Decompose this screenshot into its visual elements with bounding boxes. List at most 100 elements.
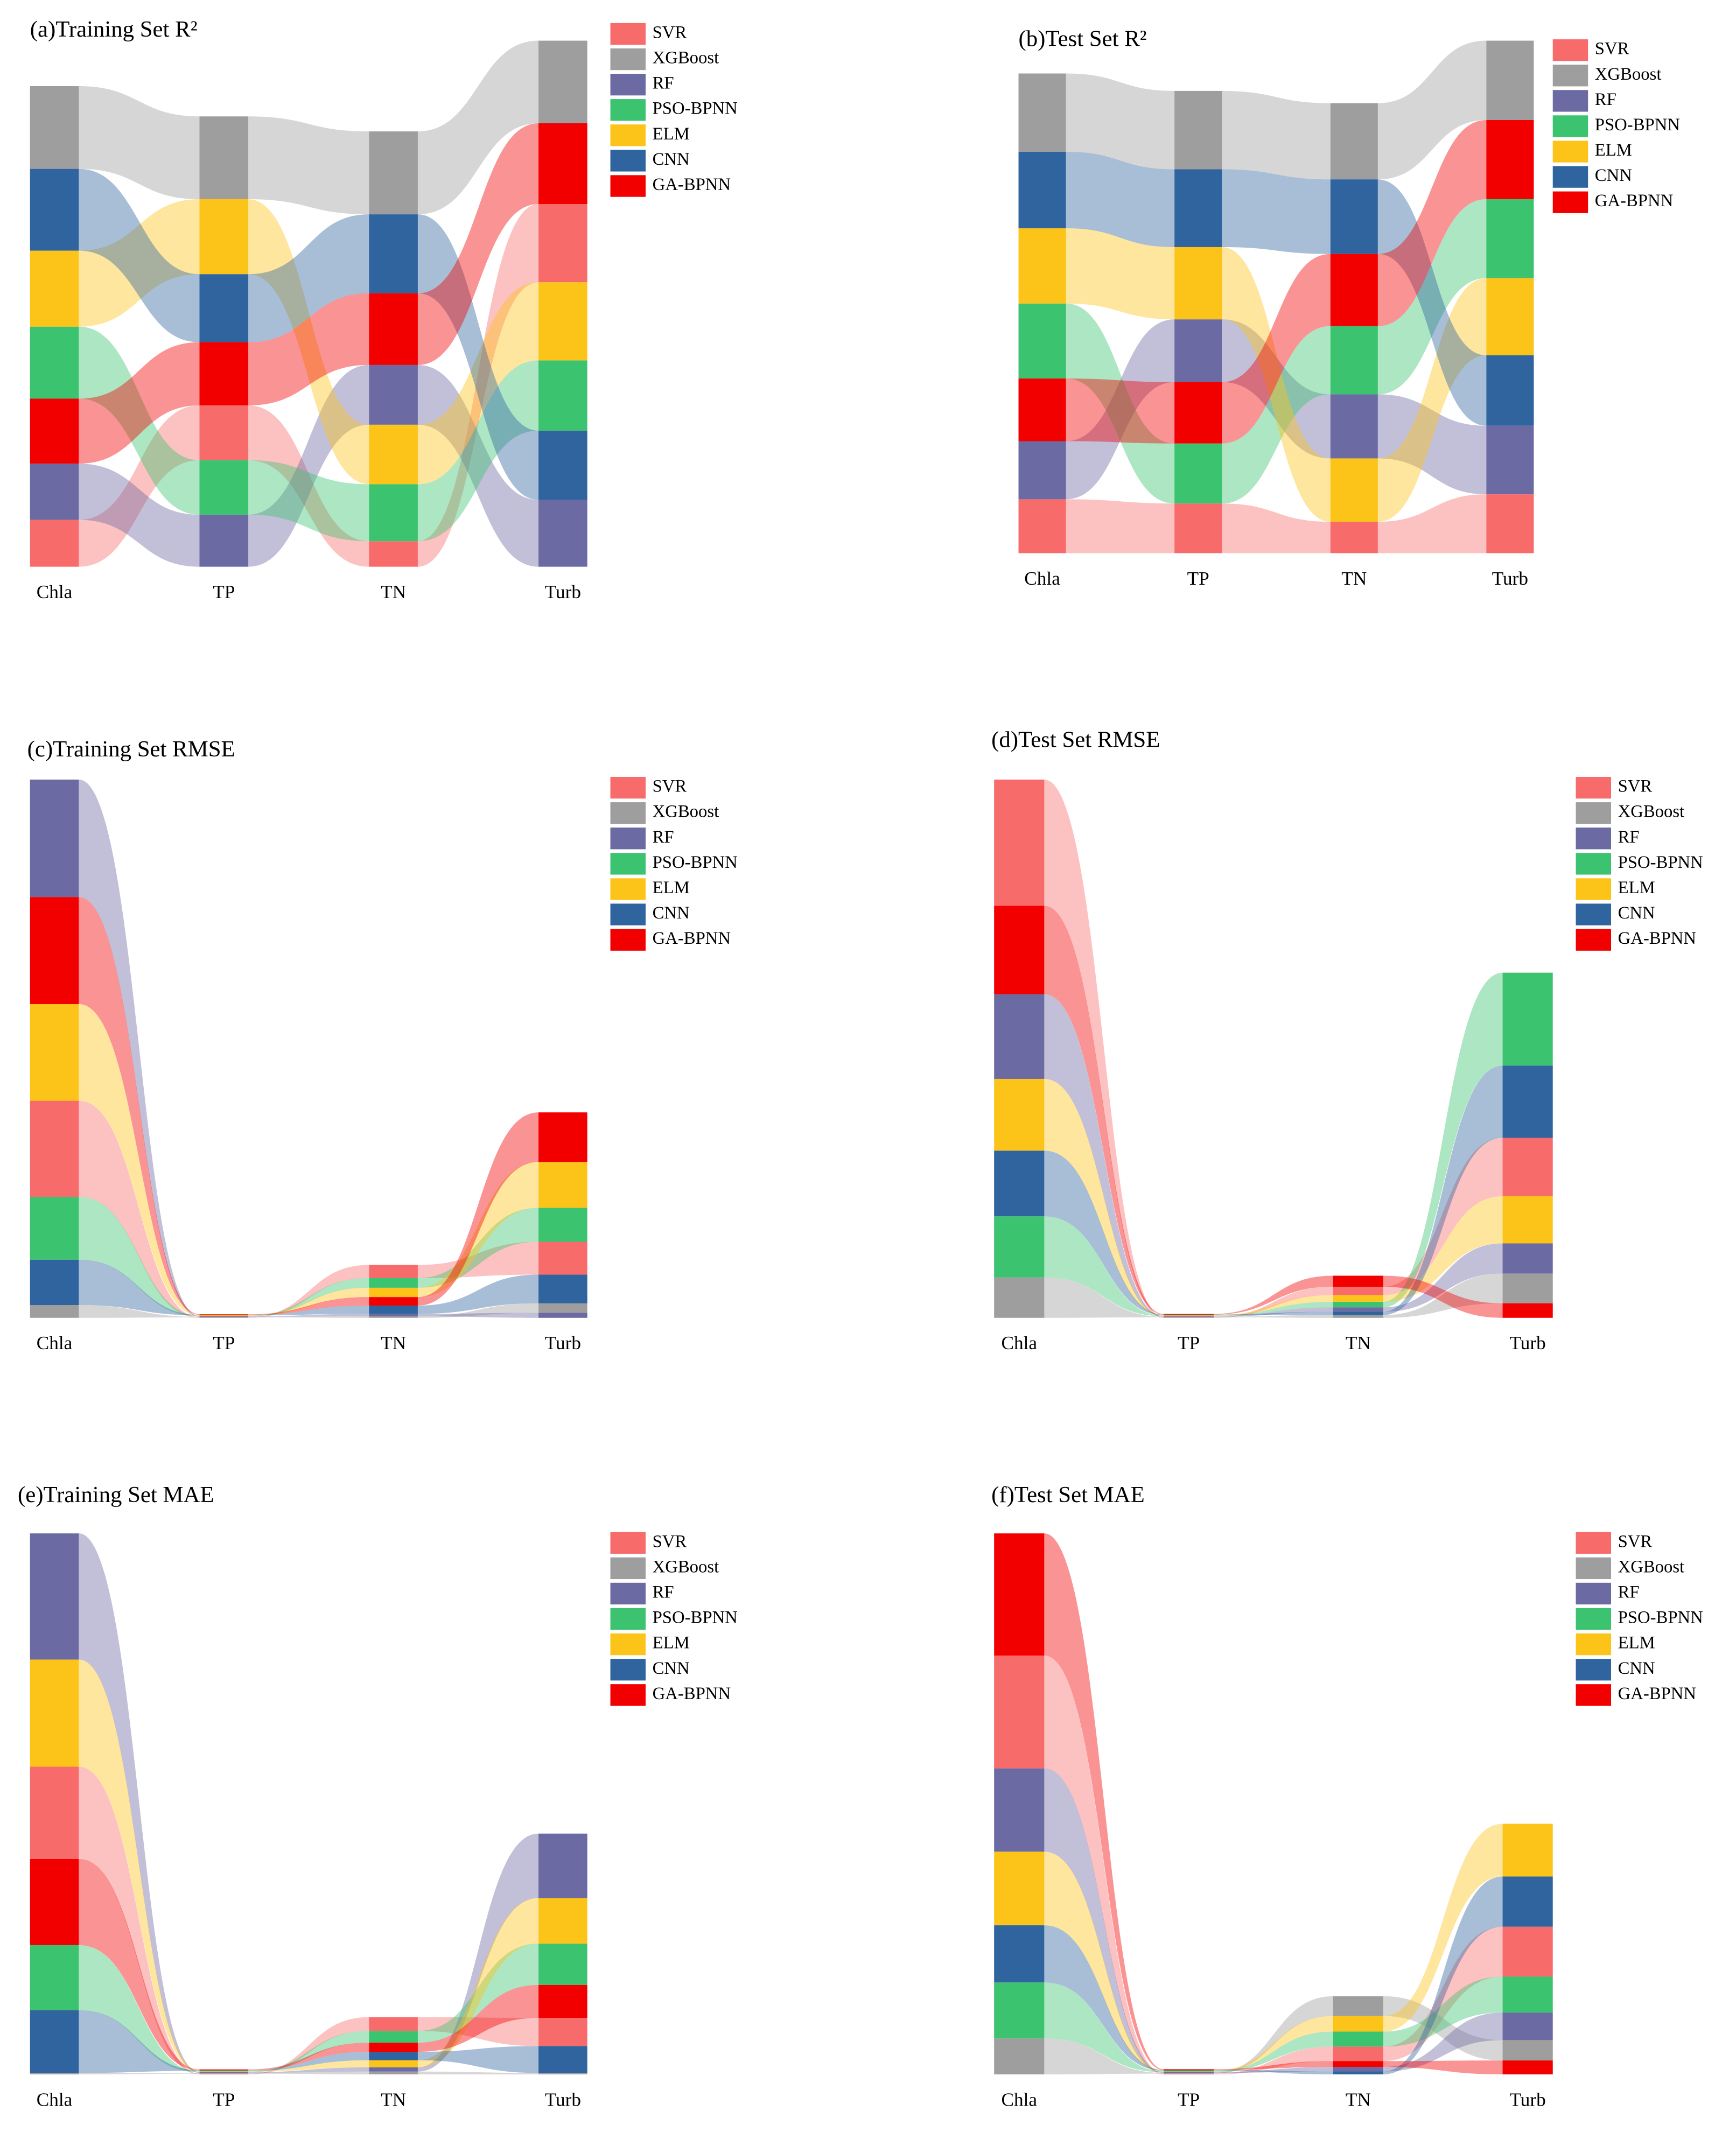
flow [1214,2031,1333,2072]
segment [994,780,1045,906]
segment [30,780,79,897]
segment [1502,1976,1553,2013]
segment [994,1078,1045,1151]
legend-swatch [1552,65,1588,87]
flow [1044,1151,1164,1315]
flow [1222,90,1331,180]
segment [30,86,79,169]
x-tick-label: Turb [1509,1333,1545,1353]
x-tick-label: TP [1187,568,1209,589]
segment [1333,1295,1383,1302]
segment [199,1314,249,1315]
flow [1377,278,1487,522]
panel: (d)Test Set RMSE2.27491.05190.72720.5363… [991,727,1703,1354]
x-tick-label: Chla [37,2089,73,2110]
segment [538,1898,587,1944]
flow [1044,780,1164,1318]
flow [248,2052,369,2071]
flow [248,2043,369,2071]
segment [538,1112,587,1162]
legend-label: ELM [653,1633,690,1653]
segment [1174,319,1222,382]
legend-swatch [610,929,646,951]
flow [417,1303,539,1318]
legend-swatch [610,1633,646,1656]
flow [1383,2012,1503,2072]
segment [369,424,418,485]
segment [994,1925,1045,1983]
segment [1174,382,1222,444]
x-tick-label: Turb [545,1333,581,1353]
segment [1018,441,1066,500]
flow [1383,1275,1503,1318]
segment [30,250,79,327]
flow [1383,1824,1503,2032]
segment [1502,1303,1553,1318]
flow [1044,906,1164,1315]
segment [1330,522,1378,553]
flow [417,360,539,542]
legend-label: RF [1595,90,1616,109]
flow [79,1859,200,2071]
flow [417,2046,539,2073]
panel: (a)Training Set R²0.55930.65470.30440.93… [30,17,738,602]
segment [369,1314,418,1316]
legend-swatch [610,150,646,172]
segment [1163,2069,1214,2070]
flow [417,1984,539,2052]
segment [30,2073,79,2074]
legend-swatch [1576,1557,1612,1580]
flow [79,86,200,200]
legend-label: CNN [653,1659,690,1678]
flow [248,2060,369,2072]
segment [538,360,587,431]
flow [1044,1216,1164,1316]
segment [30,1859,79,1945]
segment [30,326,79,399]
flows [79,40,539,567]
flow [1377,179,1487,426]
segment [1330,254,1378,326]
flow [1377,120,1487,326]
legend-label: SVR [653,777,687,796]
flow [79,1197,200,1316]
segment [1330,103,1378,180]
segment [1333,2061,1383,2067]
flow [248,116,369,215]
segment [538,204,587,283]
segment [994,1216,1045,1278]
segment [994,1768,1045,1852]
flows [1044,1533,1503,2074]
chart-title: (a)Training Set R² [30,17,198,42]
segment [1163,2070,1214,2071]
flow [1066,378,1175,444]
segment [369,541,418,567]
legend-swatch [1552,191,1588,213]
flow [248,1316,369,1318]
flows [1066,40,1487,553]
x-tick-label: Turb [545,581,581,602]
legend-label: XGBoost [653,48,719,68]
legend-label: RF [1618,827,1640,847]
legend-label: PSO-BPNN [653,1608,738,1628]
segment [1486,120,1534,199]
flow [79,464,200,567]
segment [1333,1307,1383,1312]
segment [1174,90,1222,170]
legend-swatch [1576,827,1612,850]
segment [1486,494,1534,553]
flow [1383,1243,1503,1312]
x-tick-label: Chla [1001,2089,1037,2110]
x-tick-label: TN [1341,568,1367,589]
segment [199,1317,249,1318]
flow [79,1004,200,1316]
segment [30,1197,79,1260]
flow [1377,199,1487,395]
flow [1044,2038,1164,2074]
segment [1502,1196,1553,1244]
segment [199,2072,249,2073]
legend-label: CNN [653,150,690,169]
flow [1044,1277,1164,1318]
flow [79,199,200,327]
